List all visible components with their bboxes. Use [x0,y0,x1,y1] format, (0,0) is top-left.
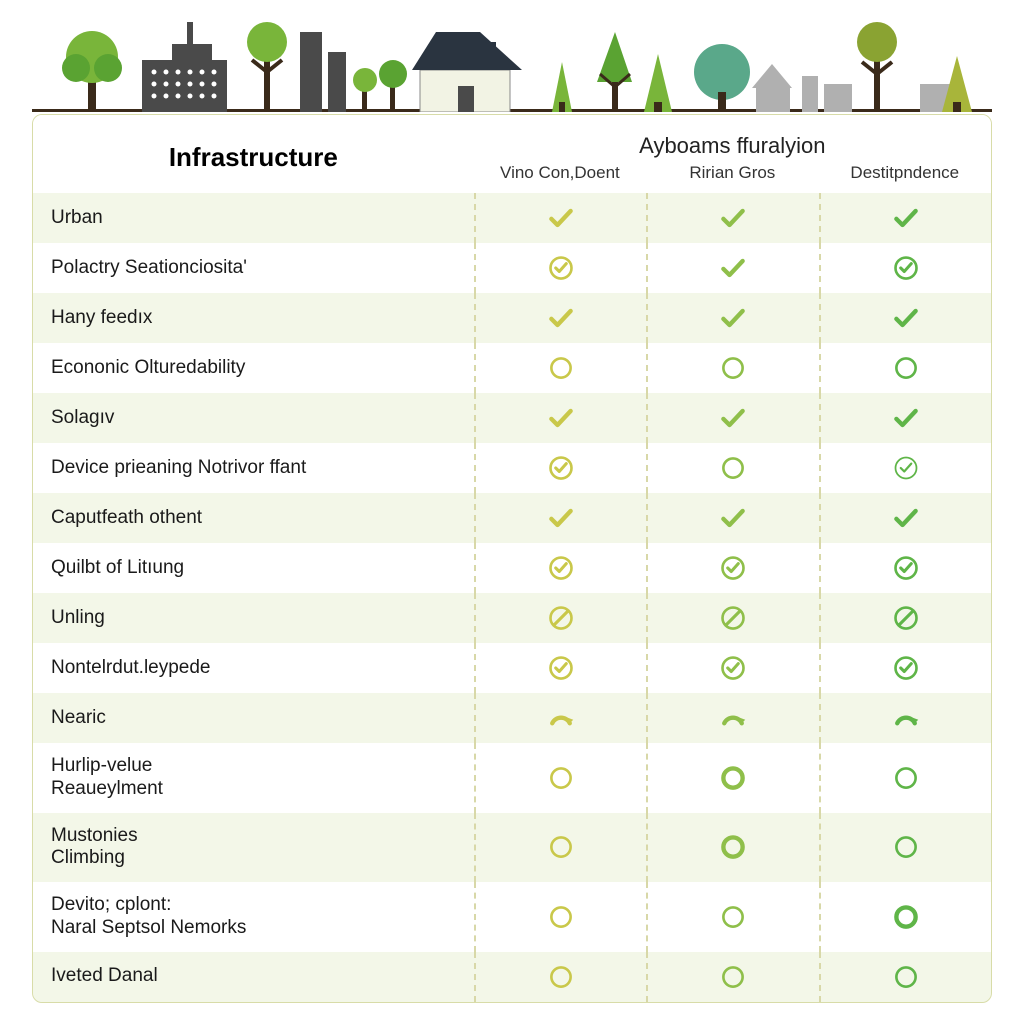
status-icon [819,882,991,952]
status-icon [819,193,991,243]
table-row: Quilbt of Litıung [33,543,991,593]
row-label: MustoniesClimbing [33,813,474,883]
table-row: Unling [33,593,991,643]
row-label: Devito; cplont:Naral Septsol Nemorks [33,882,474,952]
status-icon [819,593,991,643]
status-icon [819,543,991,593]
status-icon [646,343,818,393]
row-label: Urban [33,193,474,243]
subcol-3: Destitpndence [819,163,991,193]
row-label: Caputfeath othent [33,493,474,543]
table-row: Polactry Seationciosita' [33,243,991,293]
row-label: Hurlip-velueReaueylment [33,743,474,813]
row-label: Unling [33,593,474,643]
header-right-title: Ayboams ffuralyion [474,125,991,163]
subcol-2: Ririan Gros [646,163,818,193]
table-row: Iveted Danal [33,952,991,1002]
table-row: Device prieaning Notrivor ffant [33,443,991,493]
status-icon [474,493,646,543]
skyline-svg [32,12,992,112]
status-icon [474,343,646,393]
status-icon [646,952,818,1002]
status-icon [819,493,991,543]
status-icon [474,643,646,693]
row-label: Nearic [33,693,474,743]
table-row: MustoniesClimbing [33,813,991,883]
status-icon [646,293,818,343]
status-icon [646,643,818,693]
status-icon [474,693,646,743]
table-row: Devito; cplont:Naral Septsol Nemorks [33,882,991,952]
status-icon [819,443,991,493]
skyline-graphic [32,12,992,112]
table-row: Urban [33,193,991,243]
status-icon [646,493,818,543]
row-label: Polactry Seationciosita' [33,243,474,293]
status-icon [819,293,991,343]
status-icon [819,393,991,443]
table-row: Caputfeath othent [33,493,991,543]
row-label: Iveted Danal [33,952,474,1002]
status-icon [819,643,991,693]
status-icon [819,952,991,1002]
status-icon [474,882,646,952]
row-label: Solagıv [33,393,474,443]
table-row: Solagıv [33,393,991,443]
status-icon [819,343,991,393]
status-icon [819,743,991,813]
table-header: Infrastructure Ayboams ffuralyion Vino C… [33,115,991,193]
row-label: Hany feedıx [33,293,474,343]
status-icon [819,813,991,883]
status-icon [646,813,818,883]
status-icon [474,193,646,243]
table-body: UrbanPolactry Seationciosita'Hany feedıx… [33,193,991,1002]
status-icon [474,593,646,643]
status-icon [474,443,646,493]
status-icon [474,743,646,813]
status-icon [646,243,818,293]
status-icon [646,593,818,643]
status-icon [474,543,646,593]
row-label: Device prieaning Notrivor ffant [33,443,474,493]
status-icon [474,393,646,443]
status-icon [474,952,646,1002]
status-icon [474,813,646,883]
status-icon [646,743,818,813]
status-icon [646,393,818,443]
status-icon [474,243,646,293]
row-label: Nontelrdut.leypede [33,643,474,693]
status-icon [474,293,646,343]
status-icon [646,193,818,243]
status-icon [646,543,818,593]
table-row: Nearic [33,693,991,743]
header-left-title: Infrastructure [33,142,474,193]
row-label: Quilbt of Litıung [33,543,474,593]
status-icon [646,443,818,493]
status-icon [646,693,818,743]
status-icon [646,882,818,952]
status-icon [819,243,991,293]
status-icon [819,693,991,743]
table-row: Hany feedıx [33,293,991,343]
table-row: Hurlip-velueReaueylment [33,743,991,813]
row-label: Econonic Olturedability [33,343,474,393]
table-row: Nontelrdut.leypede [33,643,991,693]
table-row: Econonic Olturedability [33,343,991,393]
subcol-1: Vino Con,Doent [474,163,646,193]
comparison-table: Infrastructure Ayboams ffuralyion Vino C… [32,114,992,1003]
